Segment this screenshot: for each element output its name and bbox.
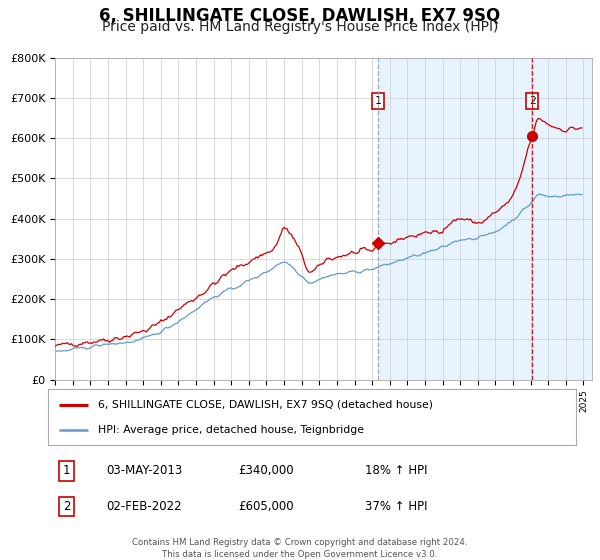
Text: 6, SHILLINGATE CLOSE, DAWLISH, EX7 9SQ: 6, SHILLINGATE CLOSE, DAWLISH, EX7 9SQ — [100, 7, 500, 25]
Text: Price paid vs. HM Land Registry's House Price Index (HPI): Price paid vs. HM Land Registry's House … — [102, 20, 498, 34]
Text: 6, SHILLINGATE CLOSE, DAWLISH, EX7 9SQ (detached house): 6, SHILLINGATE CLOSE, DAWLISH, EX7 9SQ (… — [98, 400, 433, 410]
Text: 2: 2 — [63, 500, 70, 513]
Text: 2: 2 — [529, 96, 536, 106]
Text: £340,000: £340,000 — [238, 464, 294, 477]
Text: 1: 1 — [375, 96, 382, 106]
Text: £605,000: £605,000 — [238, 500, 294, 513]
Text: HPI: Average price, detached house, Teignbridge: HPI: Average price, detached house, Teig… — [98, 424, 364, 435]
Text: 37% ↑ HPI: 37% ↑ HPI — [365, 500, 427, 513]
Text: 1: 1 — [63, 464, 70, 477]
Text: 03-MAY-2013: 03-MAY-2013 — [106, 464, 182, 477]
Text: 18% ↑ HPI: 18% ↑ HPI — [365, 464, 427, 477]
Bar — [378, 58, 592, 380]
Text: Contains HM Land Registry data © Crown copyright and database right 2024.: Contains HM Land Registry data © Crown c… — [132, 538, 468, 547]
Text: 02-FEB-2022: 02-FEB-2022 — [106, 500, 182, 513]
Text: This data is licensed under the Open Government Licence v3.0.: This data is licensed under the Open Gov… — [163, 550, 437, 559]
